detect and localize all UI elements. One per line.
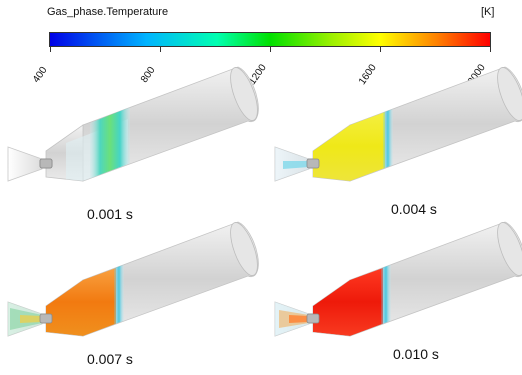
panel-0.007s bbox=[7, 218, 264, 337]
legend-unit: [K] bbox=[481, 6, 495, 18]
colorbar-tick bbox=[380, 47, 381, 52]
colorbar-tick bbox=[50, 47, 51, 52]
colorbar-tick bbox=[270, 47, 271, 52]
panel-0.004s bbox=[274, 63, 522, 182]
colorbar-tick bbox=[160, 47, 161, 52]
panel-0.001s bbox=[7, 63, 264, 182]
colorbar-tick bbox=[490, 47, 491, 52]
temperature-colorbar bbox=[49, 32, 491, 47]
time-caption: 0.007 s bbox=[87, 351, 133, 367]
legend-title: Gas_phase.Temperature bbox=[47, 6, 169, 18]
panel-0.010s bbox=[274, 218, 522, 337]
time-caption: 0.001 s bbox=[87, 206, 133, 222]
time-caption: 0.004 s bbox=[391, 201, 437, 217]
time-caption: 0.010 s bbox=[393, 346, 439, 362]
